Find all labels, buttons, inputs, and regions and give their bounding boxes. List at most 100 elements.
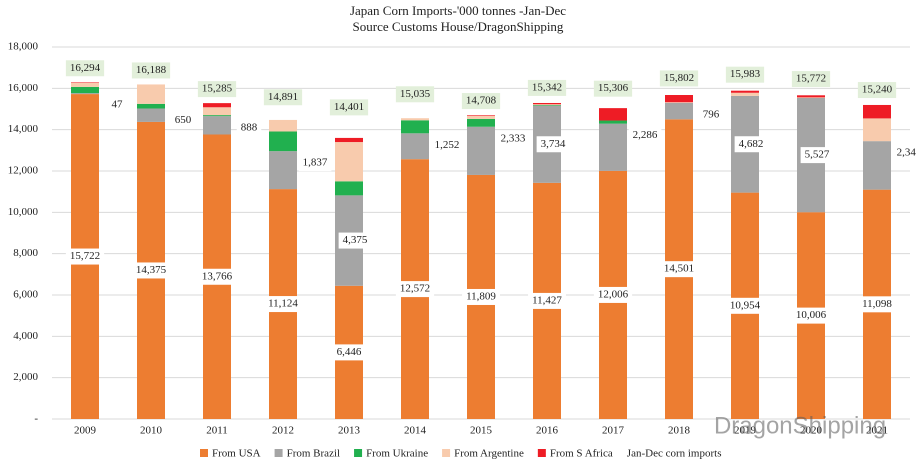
y-tick-label: 4,000 xyxy=(13,330,38,342)
total-label: 15,772 xyxy=(791,71,831,88)
bar-segment xyxy=(533,102,561,105)
total-label-text: 14,708 xyxy=(466,95,497,107)
total-label: 14,708 xyxy=(461,93,501,110)
bar-segment xyxy=(797,95,825,98)
value-label-text: 14,501 xyxy=(664,263,694,275)
value-label-bg xyxy=(298,155,332,172)
value-label-text: 888 xyxy=(241,122,258,134)
value-label: 14,375 xyxy=(131,262,171,279)
value-label: 13,766 xyxy=(197,268,237,285)
total-label: 15,035 xyxy=(395,86,435,103)
y-tick-label: 12,000 xyxy=(8,165,39,177)
bar-segment xyxy=(203,103,231,108)
total-label-text: 14,891 xyxy=(268,91,298,103)
value-label: 6,446 xyxy=(332,344,366,361)
total-label-bg xyxy=(395,86,435,103)
value-label-text: 10,006 xyxy=(796,309,827,321)
x-tick-label: 2018 xyxy=(668,425,691,437)
bar-segment xyxy=(467,126,495,175)
bar-segment xyxy=(599,108,627,121)
value-label: 888 xyxy=(236,120,262,137)
bar-segment xyxy=(71,82,99,87)
y-tick-label: - xyxy=(34,413,38,425)
y-tick-label: 8,000 xyxy=(13,247,38,259)
legend-swatch xyxy=(200,449,208,457)
value-label: 11,809 xyxy=(462,288,500,305)
x-tick-label: 2021 xyxy=(866,425,888,437)
value-label: 10,006 xyxy=(791,307,831,324)
x-tick-label: 2012 xyxy=(272,425,294,437)
value-label-text: 11,809 xyxy=(466,291,496,303)
bar-segment xyxy=(797,97,825,98)
total-label-text: 15,772 xyxy=(796,73,826,85)
total-label: 14,401 xyxy=(329,99,369,116)
value-label: 11,124 xyxy=(264,296,302,313)
total-label-bg xyxy=(593,80,633,97)
value-label: 11,098 xyxy=(858,296,896,313)
total-label-bg xyxy=(659,70,699,87)
total-label-text: 15,240 xyxy=(862,84,893,96)
value-label-text: 796 xyxy=(703,108,720,120)
value-label-bg xyxy=(430,137,464,154)
value-label-bg xyxy=(892,145,916,162)
value-label-text: 12,572 xyxy=(400,283,430,295)
x-tick-label: 2020 xyxy=(800,425,823,437)
value-label: 3,734 xyxy=(536,136,570,153)
value-label-text: 13,766 xyxy=(202,270,233,282)
bar-segment xyxy=(71,86,99,94)
value-label: 2,333 xyxy=(496,130,530,147)
legend-swatch xyxy=(537,449,546,457)
legend-label: From USA xyxy=(212,448,261,460)
bar-segment xyxy=(335,137,363,143)
y-tick-label: 6,000 xyxy=(13,289,38,301)
total-label: 15,342 xyxy=(527,79,567,96)
x-tick-label: 2015 xyxy=(470,425,493,437)
total-label-bg xyxy=(197,81,237,98)
value-label: 10,954 xyxy=(725,297,765,314)
legend-label: From Argentine xyxy=(454,448,524,460)
bar-segment xyxy=(71,93,99,95)
value-label-text: 47 xyxy=(112,99,124,111)
value-label-bg xyxy=(734,136,768,153)
value-label-bg xyxy=(131,262,171,279)
value-label-text: 2,286 xyxy=(633,129,658,141)
value-label-text: 6,446 xyxy=(337,346,362,358)
x-tick-label: 2010 xyxy=(140,425,163,437)
legend-label: From Brazil xyxy=(287,448,340,460)
value-label: 47 xyxy=(107,97,127,114)
value-label-text: 14,375 xyxy=(136,264,167,276)
value-label-bg xyxy=(264,296,302,313)
value-label: 5,527 xyxy=(800,147,834,164)
value-label-bg xyxy=(800,147,834,164)
total-label: 16,294 xyxy=(65,60,105,77)
bar-segment xyxy=(731,90,759,93)
value-label-text: 1,837 xyxy=(303,157,328,169)
x-tick-label: 2016 xyxy=(536,425,559,437)
x-tick-label: 2014 xyxy=(404,425,427,437)
value-label: 4,375 xyxy=(338,232,372,249)
value-label-text: 2,347 xyxy=(897,147,916,159)
total-label-bg xyxy=(329,99,369,116)
value-label-text: 11,124 xyxy=(268,298,298,310)
total-label: 15,983 xyxy=(725,66,765,83)
chart-subtitle: Source Customs House/DragonShipping xyxy=(353,19,564,34)
value-label: 796 xyxy=(698,106,724,123)
legend-label: From Ukraine xyxy=(366,448,428,460)
watermark: DragonShipping xyxy=(714,412,886,439)
value-label: 12,006 xyxy=(593,286,633,303)
total-label-text: 15,285 xyxy=(202,83,233,95)
bar-segment xyxy=(467,115,495,116)
bar-segment xyxy=(203,107,231,116)
bar-segment xyxy=(203,115,231,117)
total-label-bg xyxy=(461,93,501,110)
total-label-text: 15,983 xyxy=(730,68,761,80)
bar-segment xyxy=(533,104,561,106)
value-label-bg xyxy=(332,344,366,361)
value-label-bg xyxy=(698,106,724,123)
value-label-bg xyxy=(536,136,570,153)
y-tick-label: 10,000 xyxy=(8,206,39,218)
x-tick-label: 2017 xyxy=(602,425,625,437)
value-label-text: 650 xyxy=(175,114,192,126)
value-label-bg xyxy=(236,120,262,137)
